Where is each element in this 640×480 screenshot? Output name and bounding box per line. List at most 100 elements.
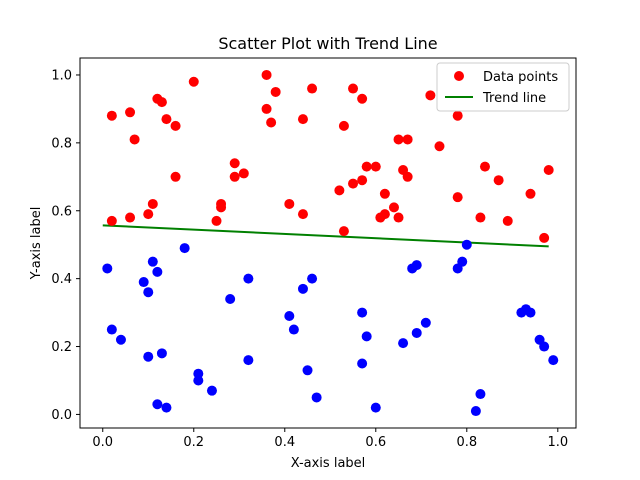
y-axis-label: Y-axis label xyxy=(29,207,44,281)
data-point-red xyxy=(297,114,308,125)
data-point-red xyxy=(361,161,372,172)
x-tick-label: 0.4 xyxy=(274,435,295,450)
data-point-red xyxy=(452,110,463,121)
data-point-blue xyxy=(411,260,422,271)
data-point-blue xyxy=(307,273,318,284)
data-point-red xyxy=(170,120,181,131)
data-point-blue xyxy=(115,334,126,345)
data-point-red xyxy=(147,198,158,209)
data-point-red xyxy=(348,178,359,189)
data-point-red xyxy=(525,188,536,199)
legend-marker-data-points xyxy=(454,71,464,81)
data-point-blue xyxy=(398,338,409,349)
data-point-red xyxy=(216,202,227,213)
data-point-red xyxy=(170,171,181,182)
data-point-red xyxy=(261,103,272,114)
data-point-red xyxy=(297,209,308,220)
data-point-blue xyxy=(206,385,217,396)
data-point-red xyxy=(425,90,436,101)
data-point-red xyxy=(348,83,359,94)
data-point-red xyxy=(434,141,445,152)
data-point-blue xyxy=(284,310,295,321)
x-tick-label: 0.8 xyxy=(456,435,477,450)
data-point-red xyxy=(338,120,349,131)
data-point-blue xyxy=(288,324,299,335)
data-point-blue xyxy=(193,375,204,386)
data-point-red xyxy=(475,212,486,223)
data-point-red xyxy=(125,212,136,223)
data-point-blue xyxy=(461,239,472,250)
data-point-blue xyxy=(102,263,113,274)
data-point-blue xyxy=(297,283,308,294)
data-point-red xyxy=(452,192,463,203)
data-point-red xyxy=(307,83,318,94)
data-point-blue xyxy=(179,243,190,254)
data-point-blue xyxy=(311,392,322,403)
data-point-red xyxy=(338,226,349,237)
data-point-red xyxy=(393,212,404,223)
data-point-blue xyxy=(475,389,486,400)
data-point-blue xyxy=(161,402,172,413)
trend-line xyxy=(102,224,549,248)
x-axis-label: X-axis label xyxy=(291,456,366,471)
data-point-red xyxy=(211,215,222,226)
data-point-blue xyxy=(106,324,117,335)
data-point-blue xyxy=(370,402,381,413)
data-point-blue xyxy=(357,307,368,318)
y-tick-label: 0.0 xyxy=(51,408,72,423)
data-point-red xyxy=(188,76,199,87)
data-point-blue xyxy=(147,256,158,267)
data-point-blue xyxy=(525,307,536,318)
data-point-blue xyxy=(420,317,431,328)
data-point-red xyxy=(156,97,167,108)
data-point-blue xyxy=(470,406,481,417)
data-point-blue xyxy=(152,266,163,277)
data-point-blue xyxy=(357,358,368,369)
data-point-red xyxy=(106,110,117,121)
y-tick-label: 0.6 xyxy=(51,204,72,219)
x-axis: 0.0 0.2 0.4 0.6 0.8 1.0 xyxy=(92,428,568,450)
x-tick-label: 0.6 xyxy=(365,435,386,450)
data-point-blue xyxy=(138,277,149,288)
data-point-red xyxy=(229,158,240,169)
data-point-red xyxy=(357,93,368,104)
data-point-red xyxy=(543,165,554,176)
data-point-red xyxy=(334,185,345,196)
data-point-red xyxy=(539,232,550,243)
data-point-blue xyxy=(143,351,154,362)
data-point-blue xyxy=(243,355,254,366)
data-point-red xyxy=(266,117,277,128)
data-point-blue xyxy=(156,348,167,359)
legend: Data points Trend line xyxy=(436,62,570,112)
data-point-blue xyxy=(539,341,550,352)
x-tick-label: 1.0 xyxy=(547,435,568,450)
data-point-red xyxy=(229,171,240,182)
data-point-red xyxy=(502,215,513,226)
data-point-red xyxy=(357,175,368,186)
data-point-red xyxy=(238,168,249,179)
data-point-red xyxy=(161,114,172,125)
data-point-red xyxy=(393,134,404,145)
data-point-red xyxy=(106,215,117,226)
data-point-blue xyxy=(457,256,468,267)
data-point-red xyxy=(402,171,413,182)
data-point-blue xyxy=(548,355,559,366)
y-tick-label: 1.0 xyxy=(51,68,72,83)
data-point-red xyxy=(379,209,390,220)
data-point-blue xyxy=(302,365,313,376)
x-tick-label: 0.2 xyxy=(183,435,204,450)
data-point-blue xyxy=(152,399,163,410)
axes-frame xyxy=(79,57,577,429)
data-point-red xyxy=(270,86,281,97)
legend-label-trend-line: Trend line xyxy=(482,91,546,106)
data-point-red xyxy=(284,198,295,209)
y-tick-label: 0.2 xyxy=(51,340,72,355)
data-points-layer xyxy=(102,69,559,417)
data-point-red xyxy=(479,161,490,172)
data-point-blue xyxy=(361,331,372,342)
chart-title: Scatter Plot with Trend Line xyxy=(218,34,437,53)
plot-area xyxy=(79,57,577,429)
data-point-red xyxy=(261,69,272,80)
data-point-red xyxy=(370,161,381,172)
